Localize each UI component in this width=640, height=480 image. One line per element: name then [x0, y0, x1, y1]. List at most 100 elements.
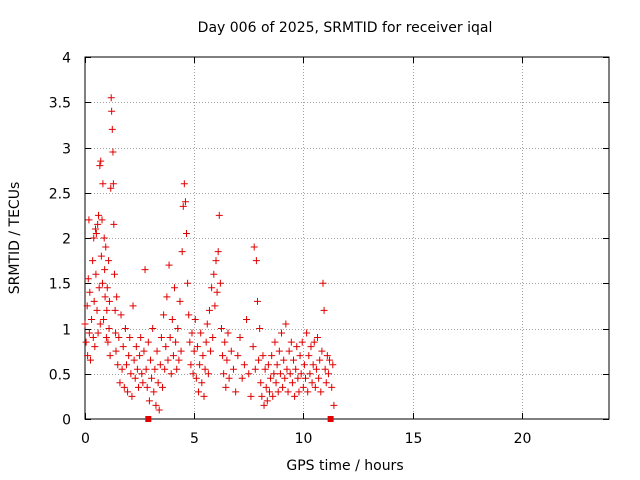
data-point	[245, 370, 253, 378]
data-point	[219, 352, 227, 360]
data-point	[288, 379, 296, 387]
gap-marker	[145, 416, 152, 422]
data-point	[129, 302, 137, 310]
data-point	[317, 388, 325, 396]
data-point	[259, 352, 267, 360]
data-point	[280, 356, 288, 364]
data-point	[134, 383, 142, 391]
data-point	[103, 306, 111, 314]
data-point	[167, 370, 175, 378]
data-point	[82, 338, 90, 346]
data-point	[315, 374, 323, 382]
data-point	[108, 107, 116, 115]
data-point	[318, 347, 326, 355]
data-point	[234, 352, 242, 360]
x-tick-label: 10	[295, 431, 313, 447]
data-point	[229, 365, 237, 373]
data-point	[249, 343, 257, 351]
data-point	[292, 365, 300, 373]
data-point	[84, 275, 92, 283]
data-point	[304, 388, 312, 396]
data-point	[251, 365, 259, 373]
data-point	[222, 383, 230, 391]
data-point	[112, 329, 120, 337]
data-point	[94, 220, 102, 228]
data-point	[220, 370, 228, 378]
data-point	[90, 234, 98, 242]
data-point	[274, 388, 282, 396]
data-point	[173, 365, 181, 373]
data-point	[130, 356, 138, 364]
data-point	[97, 157, 105, 165]
data-point	[163, 293, 171, 301]
data-point	[128, 392, 136, 400]
data-point	[115, 334, 123, 342]
data-point	[157, 334, 165, 342]
data-point	[98, 279, 106, 287]
data-point	[224, 329, 232, 337]
y-tick-label: 0	[62, 413, 71, 429]
data-point	[169, 352, 177, 360]
data-point	[272, 379, 280, 387]
data-point	[85, 216, 93, 224]
data-point	[201, 365, 209, 373]
data-point	[91, 343, 99, 351]
data-point	[166, 334, 174, 342]
data-point	[117, 311, 125, 319]
data-point	[227, 347, 235, 355]
data-point	[84, 352, 92, 360]
data-point	[255, 356, 263, 364]
data-point	[107, 184, 115, 192]
axis-ticks: 0 5 10 15 20 0 0.5 1 1.5 2 2.5 3 3.5 4	[49, 51, 609, 447]
data-point	[149, 325, 157, 332]
data-point	[279, 383, 287, 391]
data-point	[193, 343, 201, 351]
data-point	[89, 334, 97, 342]
data-point	[148, 374, 156, 382]
data-point	[131, 374, 139, 382]
data-point	[263, 397, 271, 405]
data-point	[281, 374, 289, 382]
data-point	[261, 365, 269, 373]
data-point	[144, 338, 152, 346]
data-point	[260, 401, 268, 409]
data-point	[108, 125, 116, 133]
data-point	[120, 383, 128, 391]
data-point	[192, 374, 200, 382]
x-tick-label: 20	[514, 431, 532, 447]
data-point	[165, 261, 173, 269]
data-point	[100, 234, 108, 242]
data-point	[323, 352, 331, 360]
grid-lines	[85, 57, 609, 419]
data-point	[214, 248, 222, 256]
data-point	[103, 284, 111, 292]
data-point	[250, 243, 258, 251]
data-point	[207, 347, 215, 355]
data-point	[243, 315, 251, 323]
data-point	[133, 365, 141, 373]
data-point	[83, 302, 91, 310]
data-point	[178, 248, 186, 256]
data-point	[105, 297, 113, 305]
data-point	[290, 356, 298, 364]
data-point	[191, 315, 199, 323]
data-point	[190, 347, 198, 355]
data-point	[293, 343, 301, 351]
data-point	[97, 252, 105, 260]
data-point	[88, 315, 96, 323]
data-point	[273, 361, 281, 369]
data-point	[210, 270, 218, 278]
data-point	[141, 266, 149, 274]
data-point	[101, 293, 109, 301]
y-tick-label: 1	[62, 323, 71, 339]
data-point	[297, 370, 305, 378]
data-point	[291, 392, 299, 400]
data-point	[264, 361, 272, 369]
data-point	[270, 370, 278, 378]
data-point	[156, 361, 164, 369]
data-point	[308, 379, 316, 387]
data-point	[147, 356, 154, 364]
data-point	[276, 370, 284, 378]
data-points	[81, 94, 338, 414]
